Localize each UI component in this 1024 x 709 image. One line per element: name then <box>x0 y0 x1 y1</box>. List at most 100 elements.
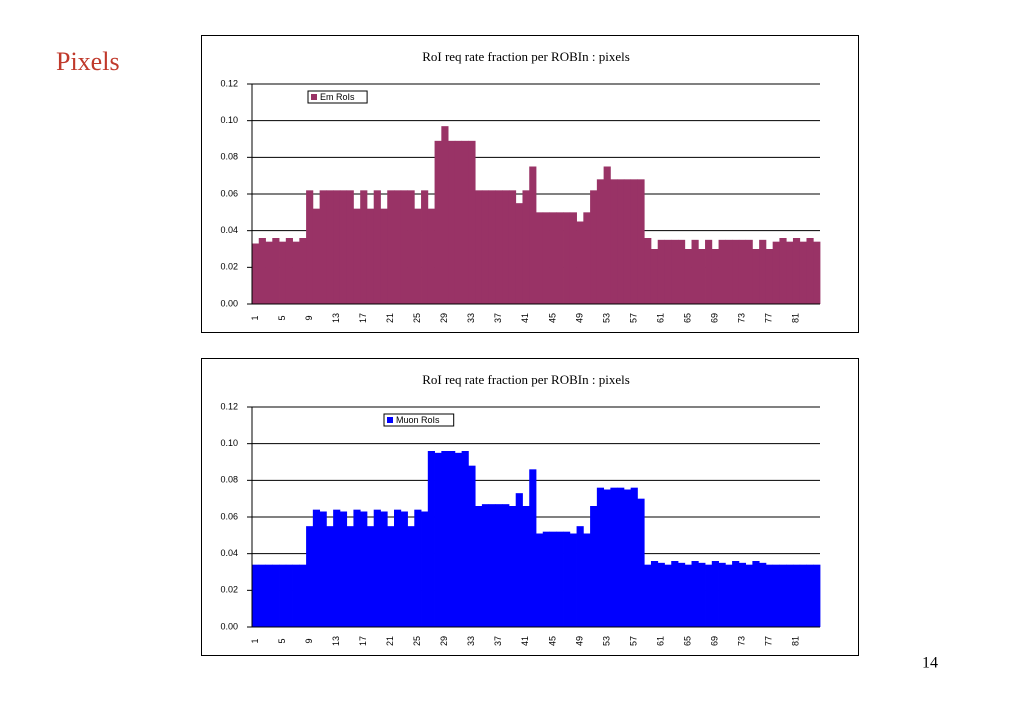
bar <box>779 238 787 304</box>
x-tick-label: 53 <box>601 636 611 646</box>
bar <box>657 239 665 304</box>
x-tick-label: 77 <box>764 636 774 646</box>
bar <box>786 241 794 304</box>
bar <box>285 238 293 304</box>
bar <box>779 564 787 627</box>
bar <box>258 564 266 627</box>
bar <box>346 190 354 304</box>
bar <box>813 241 821 304</box>
y-tick-label: 0.04 <box>220 548 238 558</box>
bar <box>569 533 577 627</box>
bar <box>765 249 774 304</box>
bar <box>725 239 733 304</box>
bar <box>441 451 449 627</box>
bar <box>339 511 348 627</box>
bar <box>630 487 638 627</box>
chart-title: RoI req rate fraction per ROBIn : pixels <box>422 372 630 387</box>
legend-label: Em RoIs <box>320 92 355 102</box>
bar <box>272 238 280 304</box>
bar <box>387 526 395 627</box>
y-tick-label: 0.02 <box>220 262 238 272</box>
page-number: 14 <box>922 655 938 672</box>
bar <box>529 469 537 627</box>
bar <box>434 452 442 627</box>
bar <box>522 506 530 627</box>
x-tick-label: 81 <box>791 636 801 646</box>
bar <box>617 487 625 627</box>
bar <box>759 562 767 627</box>
x-tick-label: 49 <box>574 313 584 323</box>
x-tick-label: 45 <box>547 313 557 323</box>
bar <box>576 526 584 627</box>
bar <box>292 564 300 627</box>
bar <box>684 249 692 304</box>
bar <box>454 140 463 304</box>
bar <box>644 238 652 304</box>
bar <box>373 509 381 627</box>
bar <box>603 489 611 627</box>
bar <box>536 533 544 627</box>
bar <box>583 533 591 627</box>
x-tick-label: 25 <box>412 636 422 646</box>
bar <box>596 179 605 304</box>
bar <box>590 506 598 627</box>
bar <box>252 243 260 304</box>
bar <box>312 509 321 627</box>
bar <box>569 212 577 304</box>
x-tick-label: 73 <box>737 636 747 646</box>
legend: Em RoIs <box>307 90 368 104</box>
bar <box>603 166 611 304</box>
bar <box>664 239 672 304</box>
bar <box>448 140 456 304</box>
bar <box>481 190 490 304</box>
legend-box <box>383 413 455 427</box>
bar <box>664 564 672 627</box>
bar <box>698 249 706 304</box>
bar <box>792 238 801 304</box>
bar <box>515 203 523 304</box>
bar <box>542 212 550 304</box>
bar <box>502 504 510 627</box>
x-tick-label: 45 <box>547 636 557 646</box>
legend-label: Muon RoIs <box>396 415 440 425</box>
bar <box>380 208 388 304</box>
x-tick-label: 37 <box>493 313 503 323</box>
x-tick-label: 41 <box>520 313 530 323</box>
y-tick-label: 0.06 <box>220 188 238 198</box>
bar <box>265 241 273 304</box>
x-tick-label: 57 <box>628 636 638 646</box>
bar <box>326 190 334 304</box>
legend-box <box>307 90 368 104</box>
bar <box>461 140 469 304</box>
bar <box>285 564 293 627</box>
bar <box>353 208 361 304</box>
bar <box>468 140 476 304</box>
x-tick-label: 69 <box>710 313 720 323</box>
bar <box>671 561 679 627</box>
x-tick-label: 9 <box>304 638 314 643</box>
x-tick-label: 65 <box>683 313 693 323</box>
y-tick-label: 0.06 <box>220 511 238 521</box>
x-tick-label: 73 <box>737 313 747 323</box>
bar <box>495 504 503 627</box>
bar <box>576 221 584 304</box>
bar <box>360 190 368 304</box>
bar <box>806 564 814 627</box>
bar <box>678 239 686 304</box>
bar <box>346 526 354 627</box>
y-tick-label: 0.04 <box>220 225 238 235</box>
bar <box>732 561 740 627</box>
bar <box>752 561 760 627</box>
bar <box>299 564 307 627</box>
bar <box>475 506 483 627</box>
bar <box>563 212 571 304</box>
bar <box>495 190 503 304</box>
bar <box>711 249 719 304</box>
bar <box>623 489 632 627</box>
bar <box>705 564 713 627</box>
bar <box>691 239 699 304</box>
bar <box>799 564 807 627</box>
bar <box>813 564 821 627</box>
bar <box>738 239 747 304</box>
bar <box>536 212 544 304</box>
